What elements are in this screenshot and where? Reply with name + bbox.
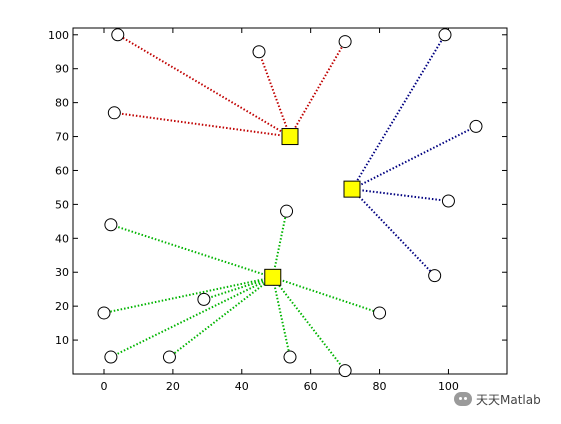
cluster-0-link-1 — [258, 51, 291, 137]
cluster-2-link-2 — [203, 276, 274, 301]
x-tick-label: 60 — [304, 380, 318, 393]
cluster-1-point-1 — [469, 119, 483, 133]
cluster-0-point-3 — [107, 106, 121, 120]
y-tick-label: 100 — [48, 29, 69, 42]
cluster-1-point-0 — [438, 28, 452, 42]
cluster-1-link-0 — [351, 34, 446, 190]
cluster-0-link-2 — [289, 41, 346, 138]
cluster-2-link-1 — [110, 223, 274, 279]
data-points — [97, 28, 483, 378]
cluster-1-point-2 — [441, 194, 455, 208]
cluster-1-link-1 — [351, 125, 477, 191]
cluster-1-point-3 — [428, 269, 442, 283]
cluster-2-link-5 — [110, 276, 274, 358]
y-tick-label: 60 — [55, 164, 69, 177]
cluster-1-link-3 — [351, 188, 436, 277]
cluster-2-link-8 — [271, 276, 346, 372]
watermark-text: 天天Matlab — [476, 392, 541, 407]
cluster-centers — [264, 128, 361, 286]
y-tick-label: 40 — [55, 232, 69, 245]
cluster-2-link-4 — [272, 276, 380, 314]
cluster-0-point-2 — [338, 35, 352, 49]
cluster-0-point-1 — [252, 45, 266, 59]
y-tick-label: 50 — [55, 198, 69, 211]
y-tick-label: 30 — [55, 266, 69, 279]
y-tick-label: 20 — [55, 300, 69, 313]
cluster-1-center — [343, 180, 361, 198]
watermark: 天天Matlab — [454, 388, 541, 410]
cluster-2-link-6 — [168, 276, 274, 358]
y-tick-label: 10 — [55, 334, 69, 347]
cluster-2-point-6 — [162, 350, 176, 364]
x-tick-label: 40 — [235, 380, 249, 393]
plot-frame — [72, 27, 508, 375]
cluster-2-point-1 — [104, 218, 118, 232]
cluster-2-point-5 — [104, 350, 118, 364]
y-tick-label: 90 — [55, 63, 69, 76]
cluster-2-link-7 — [271, 277, 291, 358]
cluster-2-point-3 — [97, 306, 111, 320]
cluster-2-link-0 — [271, 210, 288, 278]
cluster-links — [103, 33, 477, 372]
cluster-2-point-0 — [280, 204, 294, 218]
x-tick-label: 0 — [101, 380, 108, 393]
y-tick-label: 70 — [55, 131, 69, 144]
axes: 0 20 40 60 80 100 10 20 30 40 50 60 70 80 90 100 — [48, 27, 508, 393]
cluster-2-point-8 — [338, 364, 352, 378]
y-tick-label: 80 — [55, 97, 69, 110]
cluster-2-point-4 — [373, 306, 387, 320]
cluster-2-point-2 — [197, 292, 211, 306]
cluster-1-link-2 — [351, 188, 449, 202]
cluster-2-center — [264, 268, 282, 286]
cluster-0-link-3 — [114, 111, 291, 138]
cluster-0-center — [281, 128, 299, 146]
cluster-2-link-3 — [103, 276, 273, 314]
cluster-0-point-0 — [111, 28, 125, 42]
x-tick-label: 100 — [438, 380, 459, 393]
wechat-icon — [454, 392, 472, 406]
x-tick-label: 20 — [166, 380, 180, 393]
cluster-2-point-7 — [283, 350, 297, 364]
x-tick-label: 80 — [373, 380, 387, 393]
